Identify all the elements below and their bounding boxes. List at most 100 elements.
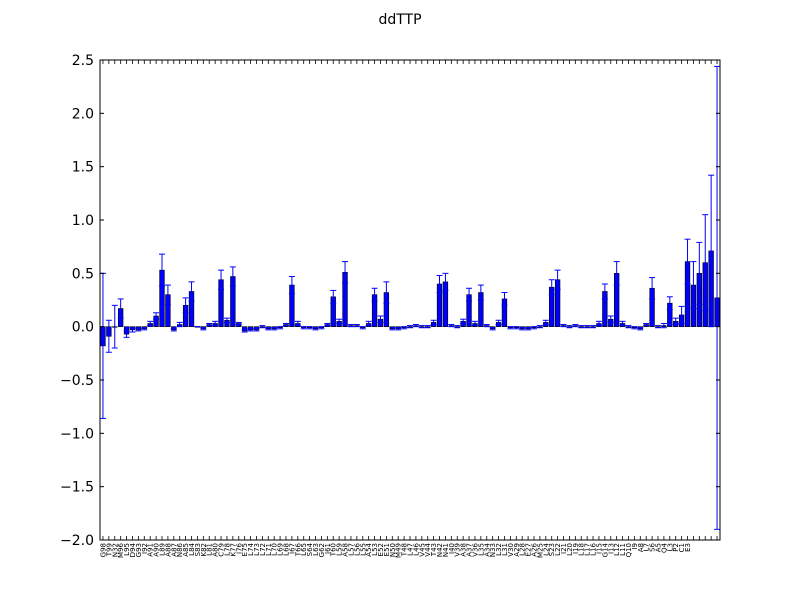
chart-title: ddTTP bbox=[378, 12, 421, 28]
xtick-label: A91 bbox=[147, 543, 155, 557]
xtick-label: A54 bbox=[365, 542, 373, 556]
xtick-label: N42 bbox=[436, 543, 444, 557]
ytick-label: −0.5 bbox=[60, 373, 94, 389]
xtick-label: L53 bbox=[371, 543, 379, 556]
xtick-label: I9 bbox=[631, 543, 639, 550]
ytick-label: −1.5 bbox=[60, 480, 94, 496]
xtick-label: V36 bbox=[471, 542, 479, 556]
xtick-label: C1 bbox=[678, 543, 686, 552]
ytick-label: 2.0 bbox=[72, 106, 94, 122]
ytick-label: 2.5 bbox=[72, 53, 94, 69]
xtick-label: V39 bbox=[454, 543, 462, 557]
xtick-label: V45 bbox=[418, 543, 426, 557]
xtick-label: L35 bbox=[477, 543, 485, 556]
xtick-label: S23 bbox=[548, 543, 556, 556]
xtick-label: S6 bbox=[649, 542, 657, 551]
xtick-label: D94 bbox=[129, 542, 137, 557]
xtick-label: I61 bbox=[324, 543, 332, 554]
xtick-label: I13 bbox=[607, 543, 615, 554]
xtick-label: L24 bbox=[542, 542, 550, 555]
xtick-label: L28 bbox=[519, 543, 527, 556]
ytick-label: −2.0 bbox=[60, 533, 94, 549]
xtick-label: I40 bbox=[448, 543, 456, 554]
xtick-label: L71 bbox=[265, 543, 273, 556]
xtick-label: L57 bbox=[347, 543, 355, 556]
xtick-label: L20 bbox=[566, 543, 574, 556]
xtick-label: L56 bbox=[353, 542, 361, 555]
xtick-label: L65 bbox=[300, 543, 308, 556]
xtick-label: L73 bbox=[253, 543, 261, 556]
xtick-label: A8 bbox=[637, 543, 645, 552]
xtick-label: E52 bbox=[377, 543, 385, 556]
ytick-label: 1.0 bbox=[72, 213, 94, 229]
xtick-label: L7 bbox=[643, 543, 651, 551]
xtick-label: A37 bbox=[466, 543, 474, 557]
xtick-label: T43 bbox=[430, 543, 438, 557]
xtick-label: A26 bbox=[531, 542, 539, 556]
xtick-label: T99 bbox=[105, 543, 113, 557]
xtick-label: A85 bbox=[182, 543, 190, 557]
xtick-label: L31 bbox=[501, 543, 509, 556]
xtick-label: L3 bbox=[666, 543, 674, 551]
xtick-label: G62 bbox=[318, 543, 326, 557]
xtick-label: L55 bbox=[359, 543, 367, 556]
xtick-label: E3 bbox=[684, 543, 692, 552]
xtick-label: L11 bbox=[619, 543, 627, 556]
xtick-label: E51 bbox=[383, 543, 391, 556]
xtick-label: L95 bbox=[123, 543, 131, 556]
xtick-label: M96 bbox=[117, 542, 125, 557]
xtick-label: I19 bbox=[572, 543, 580, 554]
xtick-label: L63 bbox=[312, 543, 320, 556]
xtick-label: A29 bbox=[513, 543, 521, 557]
xtick-label: C79 bbox=[218, 543, 226, 557]
xtick-label: Q4 bbox=[660, 542, 668, 553]
xtick-label: L89 bbox=[159, 543, 167, 556]
xtick-label: E27 bbox=[525, 543, 533, 556]
xtick-label: L72 bbox=[259, 543, 267, 556]
ytick-label: 1.5 bbox=[72, 160, 94, 176]
xtick-label: V44 bbox=[424, 542, 432, 556]
plot-area: −2.0 −1.5 −1.0 −0.5 0.0 0.5 1.0 1.5 2.0 2.5 G98T99… bbox=[60, 53, 721, 558]
xtick-label: L84 bbox=[188, 542, 196, 555]
xtick-label: I21 bbox=[560, 543, 568, 554]
xtick-label: N32 bbox=[111, 543, 119, 557]
xtick-label: G98 bbox=[99, 543, 107, 557]
xtick-label: A90 bbox=[153, 543, 161, 557]
ytick-label: −1.0 bbox=[60, 426, 94, 442]
xtick-label: L46 bbox=[412, 542, 420, 555]
xtick-label: L32 bbox=[495, 543, 503, 556]
xtick-label: A80 bbox=[212, 543, 220, 557]
xtick-label: G93 bbox=[135, 543, 143, 557]
xtick-label: A38 bbox=[460, 543, 468, 557]
xtick-label: L70 bbox=[271, 543, 279, 556]
xtick-label: A5 bbox=[655, 543, 663, 552]
xtick-label: L22 bbox=[554, 543, 562, 556]
xtick-label: G14 bbox=[601, 542, 609, 557]
xtick-label: A87 bbox=[170, 543, 178, 557]
xtick-label: I92 bbox=[141, 543, 149, 554]
xtick-label: L12 bbox=[613, 543, 621, 556]
xtick-label: N50 bbox=[389, 543, 397, 557]
xtick-label: T48 bbox=[401, 543, 409, 557]
xtick-label: I15 bbox=[595, 543, 603, 554]
xtick-label: K82 bbox=[200, 543, 208, 557]
xtick-label: A88 bbox=[164, 543, 172, 557]
xtick-label: L69 bbox=[277, 543, 285, 556]
xtick-label: T66 bbox=[294, 542, 302, 557]
xtick-label: I67 bbox=[288, 543, 296, 554]
xtick-label: V30 bbox=[507, 543, 515, 557]
xtick-label: N41 bbox=[442, 543, 450, 557]
xtick-label: A34 bbox=[483, 542, 491, 556]
ytick-label: 0.5 bbox=[72, 266, 94, 282]
xtick-label: N86 bbox=[176, 542, 184, 557]
xtick-label: L18 bbox=[578, 543, 586, 556]
xtick-label: L68 bbox=[283, 543, 291, 556]
xtick-label: L78 bbox=[223, 543, 231, 556]
xtick-label: E75 bbox=[241, 543, 249, 556]
xtick-label: L16 bbox=[590, 542, 598, 555]
xtick-label: L59 bbox=[336, 543, 344, 556]
xtick-label: P2 bbox=[672, 543, 680, 552]
xtick-label: I76 bbox=[235, 542, 243, 554]
